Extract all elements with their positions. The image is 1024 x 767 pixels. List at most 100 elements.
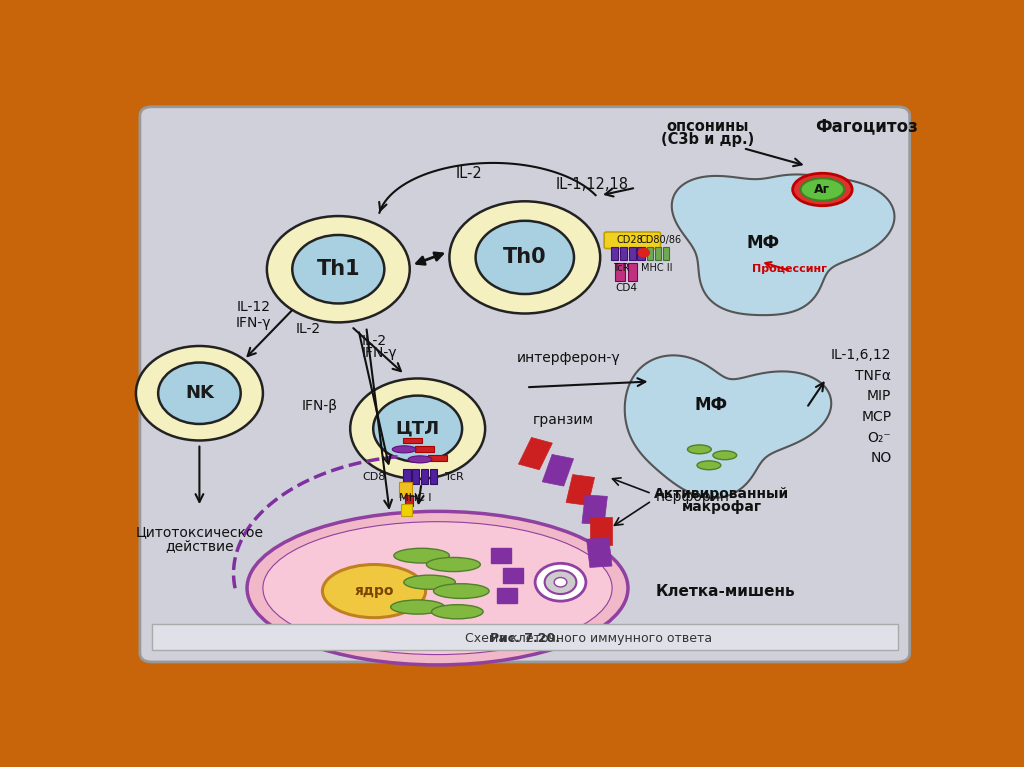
Circle shape — [545, 571, 577, 594]
Text: TNFα: TNFα — [855, 368, 892, 383]
Ellipse shape — [431, 604, 483, 619]
Text: МФ: МФ — [746, 234, 779, 252]
Text: MIP: MIP — [867, 389, 892, 403]
Text: CD80/86: CD80/86 — [639, 235, 681, 245]
Text: Процессинг: Процессинг — [752, 264, 826, 275]
Ellipse shape — [433, 584, 489, 598]
Text: Цитотоксическое: Цитотоксическое — [135, 525, 263, 539]
Circle shape — [350, 378, 485, 479]
Text: опсонины: опсонины — [667, 119, 749, 133]
FancyBboxPatch shape — [604, 232, 660, 249]
Text: IFN-γ: IFN-γ — [362, 346, 397, 360]
Text: IL-12
IFN-γ: IL-12 IFN-γ — [236, 300, 271, 331]
Bar — [404, 495, 413, 506]
Text: гранзим: гранзим — [532, 413, 594, 426]
Ellipse shape — [801, 178, 844, 201]
Bar — [416, 446, 434, 453]
Text: (С3b и др.): (С3b и др.) — [660, 132, 754, 146]
Bar — [401, 504, 412, 516]
Ellipse shape — [409, 456, 432, 463]
Polygon shape — [625, 355, 831, 498]
Circle shape — [267, 216, 410, 322]
Text: IL-1,12,18: IL-1,12,18 — [556, 177, 629, 193]
Text: CD4: CD4 — [615, 283, 637, 293]
Text: перфорин: перфорин — [655, 489, 730, 504]
Bar — [430, 469, 436, 484]
FancyBboxPatch shape — [140, 107, 909, 662]
Bar — [638, 248, 645, 260]
Circle shape — [638, 249, 649, 257]
Text: O₂⁻: O₂⁻ — [867, 430, 892, 445]
Bar — [587, 538, 612, 568]
Text: Th1: Th1 — [316, 259, 360, 279]
Bar — [399, 482, 412, 496]
Circle shape — [475, 221, 574, 294]
Ellipse shape — [323, 565, 426, 617]
Ellipse shape — [394, 548, 450, 563]
Text: MCP: MCP — [861, 410, 892, 424]
Text: ядро: ядро — [354, 584, 394, 598]
Ellipse shape — [391, 600, 444, 614]
Text: Активированный: Активированный — [654, 486, 790, 501]
Circle shape — [373, 396, 462, 462]
Text: NK: NK — [185, 384, 214, 402]
Bar — [629, 248, 636, 260]
Text: CD8: CD8 — [362, 472, 386, 482]
Text: IL-1,6,12: IL-1,6,12 — [830, 348, 892, 362]
Text: интерферон-γ: интерферон-γ — [517, 351, 621, 365]
Text: TcR: TcR — [444, 472, 464, 482]
Text: МФ: МФ — [694, 396, 728, 414]
Bar — [647, 248, 653, 260]
Bar — [403, 469, 411, 484]
Bar — [655, 248, 662, 260]
Bar — [590, 517, 612, 545]
Circle shape — [292, 235, 384, 304]
Text: Рис. 7.20.: Рис. 7.20. — [489, 632, 560, 645]
Bar — [402, 437, 422, 443]
Text: Аг: Аг — [814, 183, 830, 196]
Ellipse shape — [247, 512, 628, 665]
Circle shape — [450, 201, 600, 314]
Text: Фагоцитоз: Фагоцитоз — [815, 117, 918, 135]
Bar — [152, 624, 898, 650]
Ellipse shape — [426, 558, 480, 571]
Ellipse shape — [713, 451, 736, 459]
Bar — [428, 456, 447, 461]
Text: TcR: TcR — [613, 263, 630, 273]
Bar — [615, 263, 625, 281]
Polygon shape — [672, 174, 894, 315]
Bar — [582, 495, 607, 525]
Ellipse shape — [697, 461, 721, 469]
Text: IL-2: IL-2 — [296, 322, 321, 337]
Text: CD28: CD28 — [616, 235, 644, 245]
Text: IL-2: IL-2 — [362, 334, 387, 348]
Bar — [620, 248, 627, 260]
Ellipse shape — [793, 173, 852, 206]
Bar — [611, 248, 618, 260]
Bar — [628, 263, 638, 281]
Text: IL-2: IL-2 — [456, 166, 482, 181]
Ellipse shape — [263, 522, 612, 654]
Text: Схема клеточного иммунного ответа: Схема клеточного иммунного ответа — [465, 632, 712, 645]
Circle shape — [536, 563, 586, 601]
Bar — [421, 469, 428, 484]
Circle shape — [554, 578, 567, 587]
Text: Th0: Th0 — [503, 248, 547, 268]
Text: МHC II: МHC II — [641, 263, 672, 273]
Bar — [543, 454, 573, 486]
Circle shape — [136, 346, 263, 440]
Bar — [566, 475, 595, 505]
Text: действие: действие — [165, 538, 233, 552]
Bar — [412, 469, 419, 484]
Text: NO: NO — [870, 451, 892, 466]
Ellipse shape — [687, 445, 712, 454]
Text: МHC I: МHC I — [399, 493, 431, 503]
Ellipse shape — [403, 575, 456, 589]
Text: IFN-β: IFN-β — [302, 400, 338, 413]
Circle shape — [158, 363, 241, 424]
Text: Клетка-мишень: Клетка-мишень — [655, 584, 796, 598]
Bar — [518, 437, 552, 469]
Ellipse shape — [392, 446, 416, 453]
Text: ЦТЛ: ЦТЛ — [395, 420, 439, 438]
Text: макрофаг: макрофаг — [682, 499, 762, 514]
